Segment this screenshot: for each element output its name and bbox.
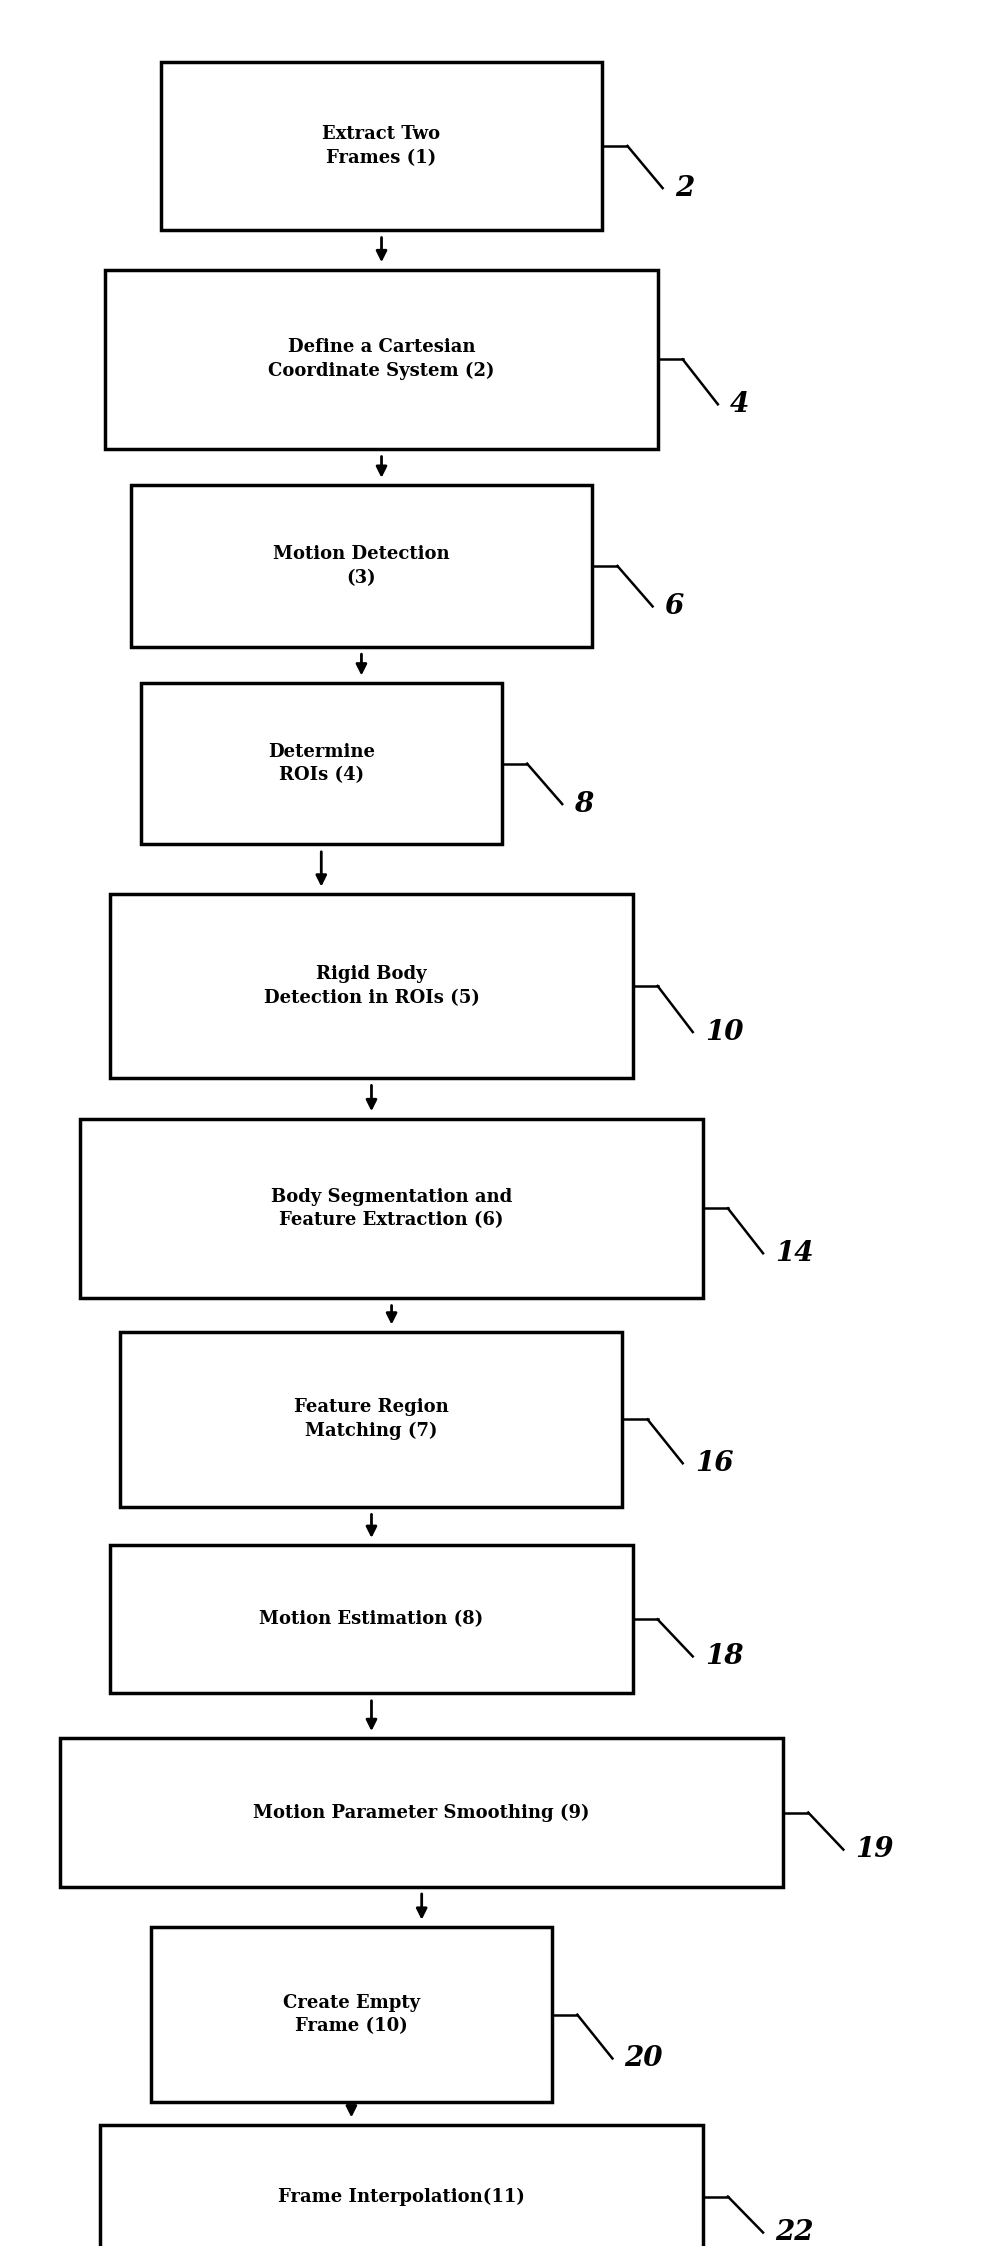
Text: Frame Interpolation(11): Frame Interpolation(11) bbox=[278, 2188, 525, 2206]
Bar bbox=[100, 2125, 702, 2246]
Bar bbox=[120, 1332, 622, 1507]
Text: Motion Parameter Smoothing (9): Motion Parameter Smoothing (9) bbox=[253, 1804, 590, 1822]
Bar bbox=[110, 894, 632, 1078]
Bar bbox=[105, 270, 657, 449]
Bar bbox=[160, 61, 602, 231]
Text: 2: 2 bbox=[674, 175, 693, 202]
Text: Determine
ROIs (4): Determine ROIs (4) bbox=[268, 743, 374, 784]
Text: Create Empty
Frame (10): Create Empty Frame (10) bbox=[283, 1994, 419, 2035]
Bar bbox=[110, 1545, 632, 1693]
Bar bbox=[60, 1738, 782, 1887]
Text: 8: 8 bbox=[574, 791, 593, 818]
Text: 14: 14 bbox=[774, 1240, 812, 1267]
Text: 4: 4 bbox=[729, 391, 748, 418]
Text: Define a Cartesian
Coordinate System (2): Define a Cartesian Coordinate System (2) bbox=[268, 339, 494, 380]
Bar bbox=[140, 683, 502, 844]
Text: 22: 22 bbox=[774, 2219, 812, 2246]
Bar bbox=[80, 1119, 702, 1298]
Text: Extract Two
Frames (1): Extract Two Frames (1) bbox=[322, 126, 440, 166]
Text: 19: 19 bbox=[855, 1835, 893, 1864]
Text: Body Segmentation and
Feature Extraction (6): Body Segmentation and Feature Extraction… bbox=[271, 1188, 512, 1229]
Text: Rigid Body
Detection in ROIs (5): Rigid Body Detection in ROIs (5) bbox=[263, 966, 479, 1006]
Text: 18: 18 bbox=[704, 1642, 742, 1671]
Bar bbox=[150, 1927, 552, 2102]
Text: 10: 10 bbox=[704, 1017, 742, 1047]
Text: 16: 16 bbox=[694, 1449, 732, 1478]
Text: Motion Estimation (8): Motion Estimation (8) bbox=[259, 1610, 483, 1628]
Text: Feature Region
Matching (7): Feature Region Matching (7) bbox=[294, 1399, 448, 1440]
Text: Motion Detection
(3): Motion Detection (3) bbox=[273, 546, 449, 586]
Bar bbox=[130, 485, 592, 647]
Text: 6: 6 bbox=[664, 593, 683, 620]
Text: 20: 20 bbox=[624, 2044, 662, 2073]
